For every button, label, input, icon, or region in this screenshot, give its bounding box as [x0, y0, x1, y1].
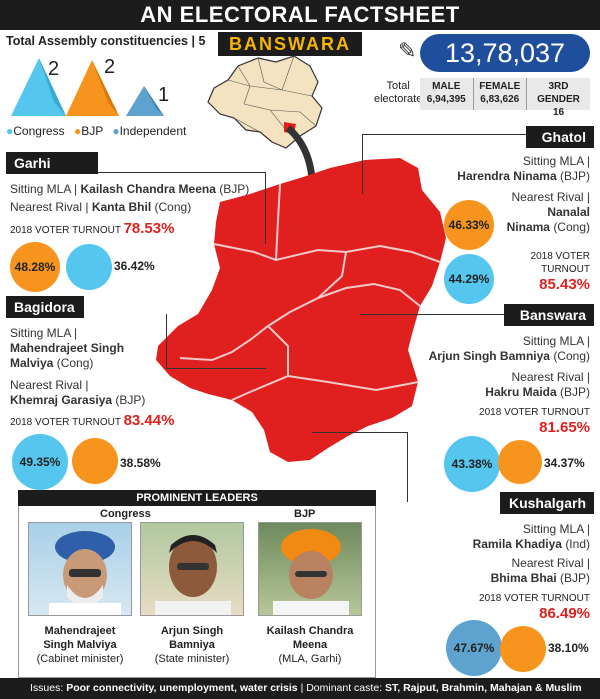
- leader-portrait-meena: [258, 522, 362, 616]
- bagidora-rival: Nearest Rival | Khemraj Garasiya (BJP): [10, 378, 146, 407]
- connector-line: [312, 432, 408, 433]
- third-gender-count: 16: [552, 107, 565, 118]
- ghatol-bjp-share: 46.33%: [444, 200, 494, 250]
- bagidora-cong-share: 49.35%: [12, 434, 68, 490]
- ghatol-rival: Nearest Rival | Nanalal Ninama (Cong): [506, 190, 590, 234]
- female-count: 6,83,626: [480, 94, 520, 105]
- electorate-breakdown: MALE 6,94,395 FEMALE 6,83,626 3RD GENDER 16: [420, 78, 590, 118]
- kushalgarh-turnout: 2018 VOTER TURNOUT 86.49%: [479, 593, 590, 622]
- ghatol-turnout: 2018 VOTER TURNOUT 85.43%: [530, 251, 590, 293]
- district-map: [156, 158, 446, 462]
- kushalgarh-ind-share: 47.67%: [446, 620, 502, 676]
- garhi-header: Garhi: [6, 152, 98, 174]
- connector-line: [362, 134, 526, 135]
- bagidora-mla: Sitting MLA | Mahendrajeet Singh Malviya…: [10, 326, 125, 370]
- independent-seat-count: 1: [158, 84, 170, 106]
- total-electorate-value: 13,78,037: [420, 34, 590, 72]
- legend-dot-icon: ●: [112, 124, 120, 138]
- leaders-congress-label: Congress: [100, 508, 151, 520]
- banswara-cong-share: 43.38%: [444, 436, 500, 492]
- kushalgarh-bjp-share: [500, 626, 546, 672]
- garhi-turnout: 2018 VOTER TURNOUT 78.53%: [10, 220, 175, 237]
- leaders-bjp-label: BJP: [294, 508, 316, 520]
- garhi-cong-share: [66, 244, 112, 290]
- legend-bjp: BJP: [81, 124, 103, 138]
- bjp-pyramid-icon: [66, 60, 119, 116]
- kushalgarh-mla: Sitting MLA | Ramila Khadiya (Ind): [472, 522, 590, 551]
- bjp-seat-count: 2: [104, 56, 116, 78]
- banswara-bjp-share-label: 34.37%: [544, 456, 585, 470]
- seat-pyramids: [11, 58, 164, 116]
- kushalgarh-rival: Nearest Rival | Bhima Bhai (BJP): [490, 556, 590, 585]
- leader-name-malviya: Mahendrajeet Singh Malviya (Cabinet mini…: [36, 625, 124, 665]
- banswara-header: Banswara: [504, 304, 594, 326]
- legend-dot-icon: ●: [6, 124, 14, 138]
- leader-portrait-bamniya: [140, 522, 244, 616]
- banswara-mla: Sitting MLA | Arjun Singh Bamniya (Cong): [428, 334, 590, 363]
- ghatol-mla: Sitting MLA | Harendra Ninama (BJP): [457, 154, 590, 183]
- ghatol-header: Ghatol: [526, 126, 594, 148]
- garhi-mla: Sitting MLA | Kailash Chandra Meena (BJP…: [10, 182, 250, 196]
- connector-line: [166, 314, 167, 369]
- bagidora-bjp-share-label: 38.58%: [120, 456, 161, 470]
- constituencies-value: 5: [198, 34, 206, 48]
- connector-line: [360, 314, 504, 315]
- connector-line: [8, 172, 266, 173]
- banswara-rival: Nearest Rival | Hakru Maida (BJP): [485, 370, 590, 399]
- garhi-cong-share-label: 36.42%: [114, 259, 155, 273]
- connector-line: [166, 368, 266, 369]
- connector-line: [407, 432, 408, 502]
- leader-name-meena: Kailash Chandra Meena (MLA, Garhi): [266, 625, 354, 665]
- constituencies-label: Total Assembly constituencies: [6, 34, 188, 48]
- leaders-header: PROMINENT LEADERS: [18, 490, 376, 506]
- leaders-panel: [18, 506, 376, 678]
- kushalgarh-header: Kushalgarh: [500, 492, 594, 514]
- electorate-label: Total electorate: [374, 80, 423, 105]
- kushalgarh-bjp-share-label: 38.10%: [548, 641, 589, 655]
- party-legend: ●Congress ●BJP ●Independent: [6, 124, 186, 138]
- factsheet-title: AN ELECTORAL FACTSHEET: [0, 0, 600, 30]
- legend-independent: Independent: [119, 124, 187, 138]
- garhi-rival: Nearest Rival | Kanta Bhil (Cong): [10, 200, 192, 214]
- connector-line: [362, 134, 363, 194]
- garhi-bjp-share: 48.28%: [10, 242, 60, 292]
- legend-congress: Congress: [13, 124, 65, 138]
- footer-bar: Issues: Poor connectivity, unemployment,…: [0, 678, 600, 699]
- constituencies-heading: Total Assembly constituencies | 5: [6, 34, 206, 48]
- congress-seat-count: 2: [48, 58, 60, 80]
- voter-icon: ✎: [398, 38, 417, 63]
- independent-pyramid-icon: [126, 86, 164, 116]
- banswara-turnout: 2018 VOTER TURNOUT 81.65%: [479, 407, 590, 436]
- legend-dot-icon: ●: [73, 124, 82, 138]
- bagidora-turnout: 2018 VOTER TURNOUT 83.44%: [10, 412, 175, 429]
- male-count: 6,94,395: [426, 94, 466, 105]
- ghatol-cong-share: 44.29%: [444, 254, 494, 304]
- connector-line: [265, 172, 266, 244]
- congress-pyramid-icon: [11, 58, 66, 116]
- banswara-bjp-share: [498, 440, 542, 484]
- leader-portrait-malviya: [28, 522, 132, 616]
- bagidora-bjp-share: [72, 438, 118, 484]
- bagidora-header: Bagidora: [6, 296, 84, 318]
- district-badge: BANSWARA: [218, 32, 362, 56]
- leader-name-bamniya: Arjun Singh Bamniya (State minister): [154, 625, 230, 665]
